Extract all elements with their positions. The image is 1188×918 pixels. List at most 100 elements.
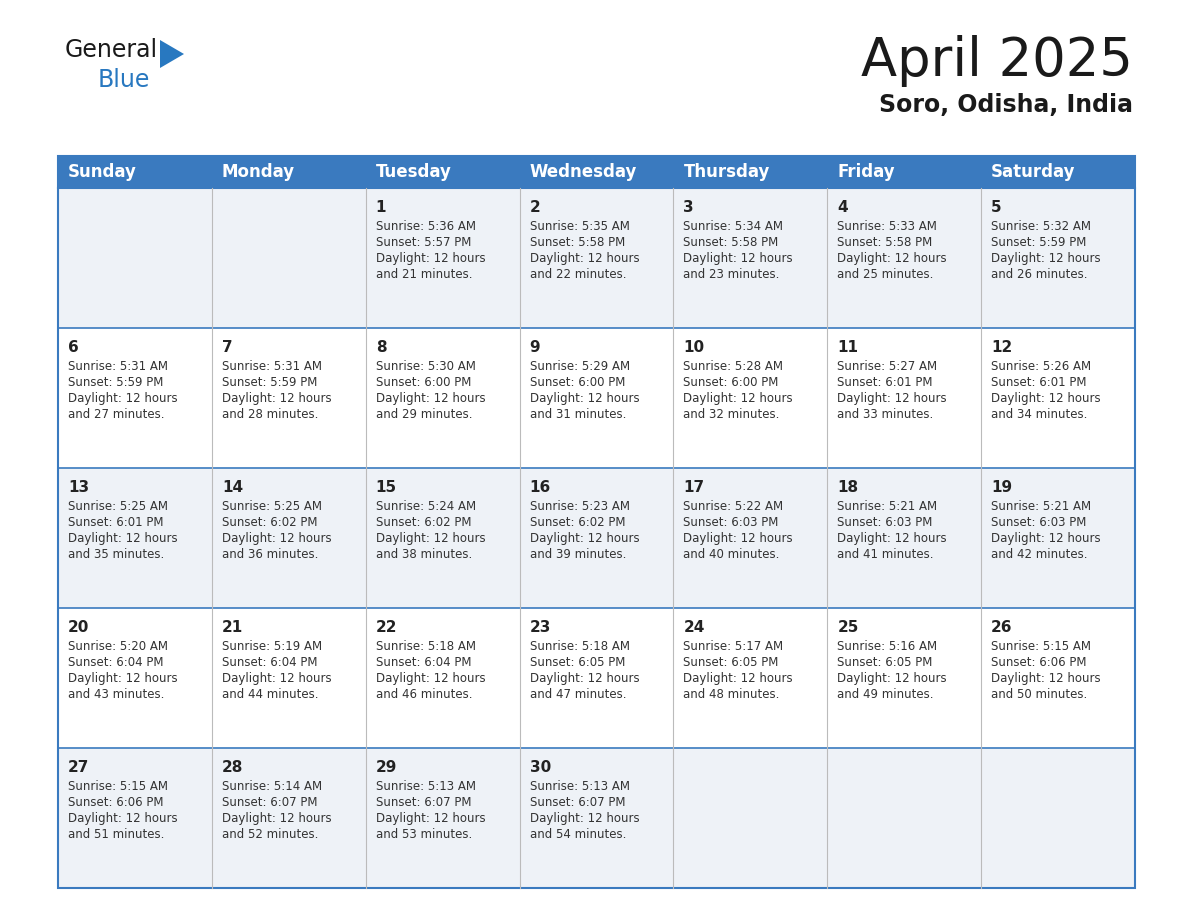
Text: Soro, Odisha, India: Soro, Odisha, India xyxy=(879,93,1133,117)
Text: Sunset: 6:02 PM: Sunset: 6:02 PM xyxy=(222,516,317,529)
Text: 22: 22 xyxy=(375,620,397,635)
Text: Sunrise: 5:31 AM: Sunrise: 5:31 AM xyxy=(68,360,168,373)
Text: Daylight: 12 hours: Daylight: 12 hours xyxy=(222,672,331,685)
Text: Sunset: 5:57 PM: Sunset: 5:57 PM xyxy=(375,236,472,249)
Text: Sunrise: 5:16 AM: Sunrise: 5:16 AM xyxy=(838,640,937,653)
Text: Daylight: 12 hours: Daylight: 12 hours xyxy=(375,392,486,405)
Text: Daylight: 12 hours: Daylight: 12 hours xyxy=(991,532,1101,545)
Text: Daylight: 12 hours: Daylight: 12 hours xyxy=(222,532,331,545)
Text: Sunset: 6:03 PM: Sunset: 6:03 PM xyxy=(991,516,1087,529)
Text: Sunday: Sunday xyxy=(68,163,137,181)
Text: Sunrise: 5:24 AM: Sunrise: 5:24 AM xyxy=(375,500,476,513)
Text: Sunrise: 5:22 AM: Sunrise: 5:22 AM xyxy=(683,500,784,513)
Text: and 39 minutes.: and 39 minutes. xyxy=(530,548,626,561)
Text: Sunrise: 5:30 AM: Sunrise: 5:30 AM xyxy=(375,360,475,373)
Text: Sunrise: 5:29 AM: Sunrise: 5:29 AM xyxy=(530,360,630,373)
Text: and 32 minutes.: and 32 minutes. xyxy=(683,408,779,421)
Text: 23: 23 xyxy=(530,620,551,635)
Text: Sunset: 6:06 PM: Sunset: 6:06 PM xyxy=(68,796,164,809)
Bar xyxy=(58,468,1135,608)
Text: Sunrise: 5:27 AM: Sunrise: 5:27 AM xyxy=(838,360,937,373)
Text: and 51 minutes.: and 51 minutes. xyxy=(68,828,164,841)
Bar xyxy=(58,608,1135,748)
Text: 24: 24 xyxy=(683,620,704,635)
Text: and 54 minutes.: and 54 minutes. xyxy=(530,828,626,841)
Text: Sunrise: 5:35 AM: Sunrise: 5:35 AM xyxy=(530,220,630,233)
Text: Daylight: 12 hours: Daylight: 12 hours xyxy=(683,672,794,685)
Text: 28: 28 xyxy=(222,760,244,775)
Text: 20: 20 xyxy=(68,620,89,635)
Text: Sunset: 6:05 PM: Sunset: 6:05 PM xyxy=(683,656,779,669)
Text: Sunrise: 5:25 AM: Sunrise: 5:25 AM xyxy=(222,500,322,513)
Text: 26: 26 xyxy=(991,620,1012,635)
Text: 21: 21 xyxy=(222,620,244,635)
Text: and 46 minutes.: and 46 minutes. xyxy=(375,688,472,701)
Text: 27: 27 xyxy=(68,760,89,775)
Text: Daylight: 12 hours: Daylight: 12 hours xyxy=(68,532,178,545)
Text: Sunrise: 5:18 AM: Sunrise: 5:18 AM xyxy=(375,640,475,653)
Text: Daylight: 12 hours: Daylight: 12 hours xyxy=(375,532,486,545)
Text: Sunrise: 5:33 AM: Sunrise: 5:33 AM xyxy=(838,220,937,233)
Text: Daylight: 12 hours: Daylight: 12 hours xyxy=(530,532,639,545)
Text: 8: 8 xyxy=(375,340,386,355)
Text: Sunset: 5:58 PM: Sunset: 5:58 PM xyxy=(530,236,625,249)
Text: Sunset: 5:58 PM: Sunset: 5:58 PM xyxy=(683,236,778,249)
Text: 15: 15 xyxy=(375,480,397,495)
Text: 13: 13 xyxy=(68,480,89,495)
Text: and 41 minutes.: and 41 minutes. xyxy=(838,548,934,561)
Text: Daylight: 12 hours: Daylight: 12 hours xyxy=(683,532,794,545)
Text: 17: 17 xyxy=(683,480,704,495)
Text: Daylight: 12 hours: Daylight: 12 hours xyxy=(68,812,178,825)
Text: and 23 minutes.: and 23 minutes. xyxy=(683,268,779,281)
Text: 30: 30 xyxy=(530,760,551,775)
Text: Sunrise: 5:17 AM: Sunrise: 5:17 AM xyxy=(683,640,784,653)
Text: Sunset: 6:04 PM: Sunset: 6:04 PM xyxy=(68,656,164,669)
Text: and 47 minutes.: and 47 minutes. xyxy=(530,688,626,701)
Polygon shape xyxy=(160,40,184,68)
Text: Sunrise: 5:13 AM: Sunrise: 5:13 AM xyxy=(375,780,475,793)
Text: Sunset: 5:59 PM: Sunset: 5:59 PM xyxy=(991,236,1087,249)
Text: Sunset: 5:59 PM: Sunset: 5:59 PM xyxy=(222,376,317,389)
Text: 10: 10 xyxy=(683,340,704,355)
Text: Sunrise: 5:25 AM: Sunrise: 5:25 AM xyxy=(68,500,168,513)
Text: Sunset: 6:05 PM: Sunset: 6:05 PM xyxy=(838,656,933,669)
Text: 3: 3 xyxy=(683,200,694,215)
Text: Sunset: 6:07 PM: Sunset: 6:07 PM xyxy=(222,796,317,809)
Text: Sunset: 5:59 PM: Sunset: 5:59 PM xyxy=(68,376,164,389)
Text: Daylight: 12 hours: Daylight: 12 hours xyxy=(991,252,1101,265)
Text: 11: 11 xyxy=(838,340,858,355)
Text: Sunset: 6:04 PM: Sunset: 6:04 PM xyxy=(222,656,317,669)
Text: 14: 14 xyxy=(222,480,244,495)
Text: and 42 minutes.: and 42 minutes. xyxy=(991,548,1088,561)
Text: Sunrise: 5:21 AM: Sunrise: 5:21 AM xyxy=(838,500,937,513)
Text: 25: 25 xyxy=(838,620,859,635)
Text: and 43 minutes.: and 43 minutes. xyxy=(68,688,164,701)
Text: Daylight: 12 hours: Daylight: 12 hours xyxy=(222,392,331,405)
Text: Sunset: 6:00 PM: Sunset: 6:00 PM xyxy=(683,376,779,389)
Text: Sunrise: 5:20 AM: Sunrise: 5:20 AM xyxy=(68,640,168,653)
Text: Sunset: 6:00 PM: Sunset: 6:00 PM xyxy=(530,376,625,389)
Text: 12: 12 xyxy=(991,340,1012,355)
Text: Sunrise: 5:13 AM: Sunrise: 5:13 AM xyxy=(530,780,630,793)
Text: Sunset: 6:03 PM: Sunset: 6:03 PM xyxy=(838,516,933,529)
Text: Daylight: 12 hours: Daylight: 12 hours xyxy=(683,392,794,405)
Text: and 31 minutes.: and 31 minutes. xyxy=(530,408,626,421)
Text: Monday: Monday xyxy=(222,163,295,181)
Text: and 22 minutes.: and 22 minutes. xyxy=(530,268,626,281)
Text: 18: 18 xyxy=(838,480,859,495)
Text: Sunset: 6:02 PM: Sunset: 6:02 PM xyxy=(375,516,472,529)
Text: Daylight: 12 hours: Daylight: 12 hours xyxy=(683,252,794,265)
Text: Daylight: 12 hours: Daylight: 12 hours xyxy=(530,812,639,825)
Text: 1: 1 xyxy=(375,200,386,215)
Text: and 53 minutes.: and 53 minutes. xyxy=(375,828,472,841)
Text: Sunrise: 5:36 AM: Sunrise: 5:36 AM xyxy=(375,220,475,233)
Text: and 34 minutes.: and 34 minutes. xyxy=(991,408,1087,421)
Text: Sunset: 6:05 PM: Sunset: 6:05 PM xyxy=(530,656,625,669)
Text: Sunset: 6:01 PM: Sunset: 6:01 PM xyxy=(838,376,933,389)
Text: Daylight: 12 hours: Daylight: 12 hours xyxy=(375,672,486,685)
Bar xyxy=(58,748,1135,888)
Text: Sunrise: 5:18 AM: Sunrise: 5:18 AM xyxy=(530,640,630,653)
Text: Daylight: 12 hours: Daylight: 12 hours xyxy=(375,812,486,825)
Text: Sunrise: 5:14 AM: Sunrise: 5:14 AM xyxy=(222,780,322,793)
Bar xyxy=(58,156,1135,888)
